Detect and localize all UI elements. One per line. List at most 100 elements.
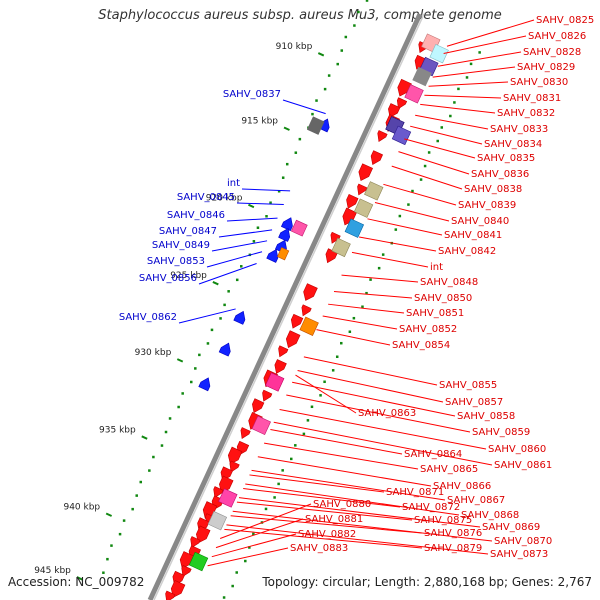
gc-dot [440, 126, 444, 129]
gene-label-forward[interactable]: SAHV_0866 [433, 481, 491, 492]
gene-label-forward[interactable]: SAHV_0865 [420, 464, 478, 475]
gene-label-reverse[interactable]: SAHV_0847 [159, 226, 217, 237]
gc-dot [160, 444, 164, 447]
gene-block [207, 511, 228, 531]
gc-dot [377, 266, 381, 270]
gc-dot [222, 596, 226, 599]
gene-label-forward[interactable]: SAHV_0864 [404, 449, 462, 460]
gene-arrow [342, 207, 357, 226]
gene-label-forward[interactable]: SAHV_0869 [482, 522, 540, 533]
gene-label-reverse[interactable]: int [227, 178, 240, 189]
left-label-leader [241, 188, 291, 192]
gene-label-forward[interactable]: SAHV_0854 [392, 340, 450, 351]
right-label-leader [215, 518, 304, 549]
gene-label-forward[interactable]: SAHV_0832 [497, 108, 555, 119]
gene-label-forward[interactable]: SAHV_0882 [298, 529, 356, 540]
gene-label-forward[interactable]: SAHV_0870 [494, 536, 552, 547]
gc-dot [177, 405, 180, 409]
gene-label-forward[interactable]: SAHV_0835 [477, 153, 535, 164]
gc-dot [198, 353, 201, 357]
right-label-leader [383, 183, 457, 206]
right-label-leader [404, 138, 476, 159]
gene-label-reverse[interactable]: SAHV_0862 [119, 312, 177, 323]
gene-label-forward[interactable]: SAHV_0857 [445, 397, 503, 408]
gc-dot [269, 201, 272, 204]
scale-tick-label: 925 kbp [170, 271, 207, 281]
gene-label-forward[interactable]: SAHV_0868 [461, 510, 519, 521]
gc-dot [102, 571, 105, 574]
gc-dot [457, 87, 460, 91]
gene-arrow [388, 103, 401, 118]
gene-label-forward[interactable]: SAHV_0873 [490, 549, 548, 560]
gc-dot [407, 203, 410, 206]
gene-label-forward[interactable]: SAHV_0836 [471, 169, 529, 180]
gene-label-forward[interactable]: int [430, 262, 443, 273]
gene-label-forward[interactable]: SAHV_0839 [458, 200, 516, 211]
gene-label-reverse[interactable]: SAHV_0849 [152, 240, 210, 251]
gene-label-forward[interactable]: SAHV_0880 [313, 499, 371, 510]
gene-arrow [278, 228, 291, 242]
gene-block [331, 237, 351, 258]
gene-arrow [370, 150, 384, 165]
gene-label-reverse[interactable]: SAHV_0853 [147, 256, 205, 267]
gene-label-forward[interactable]: SAHV_0861 [494, 460, 552, 471]
gene-label-forward[interactable]: SAHV_0858 [457, 411, 515, 422]
gene-label-forward[interactable]: SAHV_0829 [517, 62, 575, 73]
scale-tick-mark [105, 512, 113, 517]
gene-label-forward[interactable]: SAHV_0881 [305, 514, 363, 525]
gene-label-forward[interactable]: SAHV_0851 [406, 308, 464, 319]
gene-label-forward[interactable]: SAHV_0838 [464, 184, 522, 195]
gene-label-forward[interactable]: SAHV_0852 [399, 324, 457, 335]
right-label-leader [391, 165, 463, 190]
gene-label-forward[interactable]: SAHV_0825 [536, 15, 594, 26]
gene-label-reverse[interactable]: SAHV_0856 [139, 273, 197, 284]
gc-dot [340, 341, 343, 345]
gene-label-forward[interactable]: SAHV_0834 [484, 139, 542, 150]
gene-arrow [280, 217, 293, 232]
gene-label-forward[interactable]: SAHV_0860 [488, 444, 546, 455]
gc-dot [365, 291, 368, 295]
gene-label-forward[interactable]: SAHV_0879 [424, 543, 482, 554]
accession-text: Accession: NC_009782 [8, 575, 145, 589]
gene-label-forward[interactable]: SAHV_0871 [386, 487, 444, 498]
gene-label-reverse[interactable]: SAHV_0845 [177, 192, 235, 203]
gene-label-forward[interactable]: SAHV_0831 [503, 93, 561, 104]
gene-block [429, 43, 449, 64]
gene-label-forward[interactable]: SAHV_0848 [420, 277, 478, 288]
gene-label-forward[interactable]: SAHV_0850 [414, 293, 472, 304]
gc-dot [168, 417, 172, 420]
gc-dot [465, 76, 469, 79]
gc-dot [453, 101, 456, 104]
gene-arrow [196, 525, 211, 544]
gene-label-forward[interactable]: SAHV_0830 [510, 77, 568, 88]
gc-dot [210, 328, 214, 332]
gene-label-forward[interactable]: SAHV_0833 [490, 124, 548, 135]
gene-label-forward[interactable]: SAHV_0826 [528, 31, 586, 42]
right-label-leader [249, 474, 385, 493]
gene-label-forward[interactable]: SAHV_0841 [444, 230, 502, 241]
gene-label-forward[interactable]: SAHV_0875 [414, 515, 472, 526]
gene-label-forward[interactable]: SAHV_0842 [438, 246, 496, 257]
gc-dot [256, 226, 260, 229]
gene-label-reverse[interactable]: SAHV_0837 [223, 89, 281, 100]
gene-label-forward[interactable]: SAHV_0855 [439, 380, 497, 391]
gene-label-forward[interactable]: SAHV_0872 [402, 502, 460, 513]
gene-label-reverse[interactable]: SAHV_0846 [167, 210, 225, 221]
gc-dot [190, 380, 193, 384]
right-label-leader [224, 528, 423, 549]
gene-label-forward[interactable]: SAHV_0859 [472, 427, 530, 438]
gene-label-forward[interactable]: SAHV_0883 [290, 543, 348, 554]
gene-label-forward[interactable]: SAHV_0876 [424, 528, 482, 539]
gene-label-forward[interactable]: SAHV_0863 [358, 408, 416, 419]
gc-dot [152, 455, 155, 459]
gene-arrow [266, 248, 279, 263]
gc-dot [235, 278, 239, 282]
gene-label-forward[interactable]: SAHV_0828 [523, 47, 581, 58]
gene-arrow [285, 330, 301, 348]
gene-label-forward[interactable]: SAHV_0840 [451, 216, 509, 227]
gene-label-forward[interactable]: SAHV_0867 [447, 495, 505, 506]
gc-dot [264, 507, 268, 511]
right-label-leader [398, 151, 470, 175]
backbone-shadow [153, 13, 425, 600]
